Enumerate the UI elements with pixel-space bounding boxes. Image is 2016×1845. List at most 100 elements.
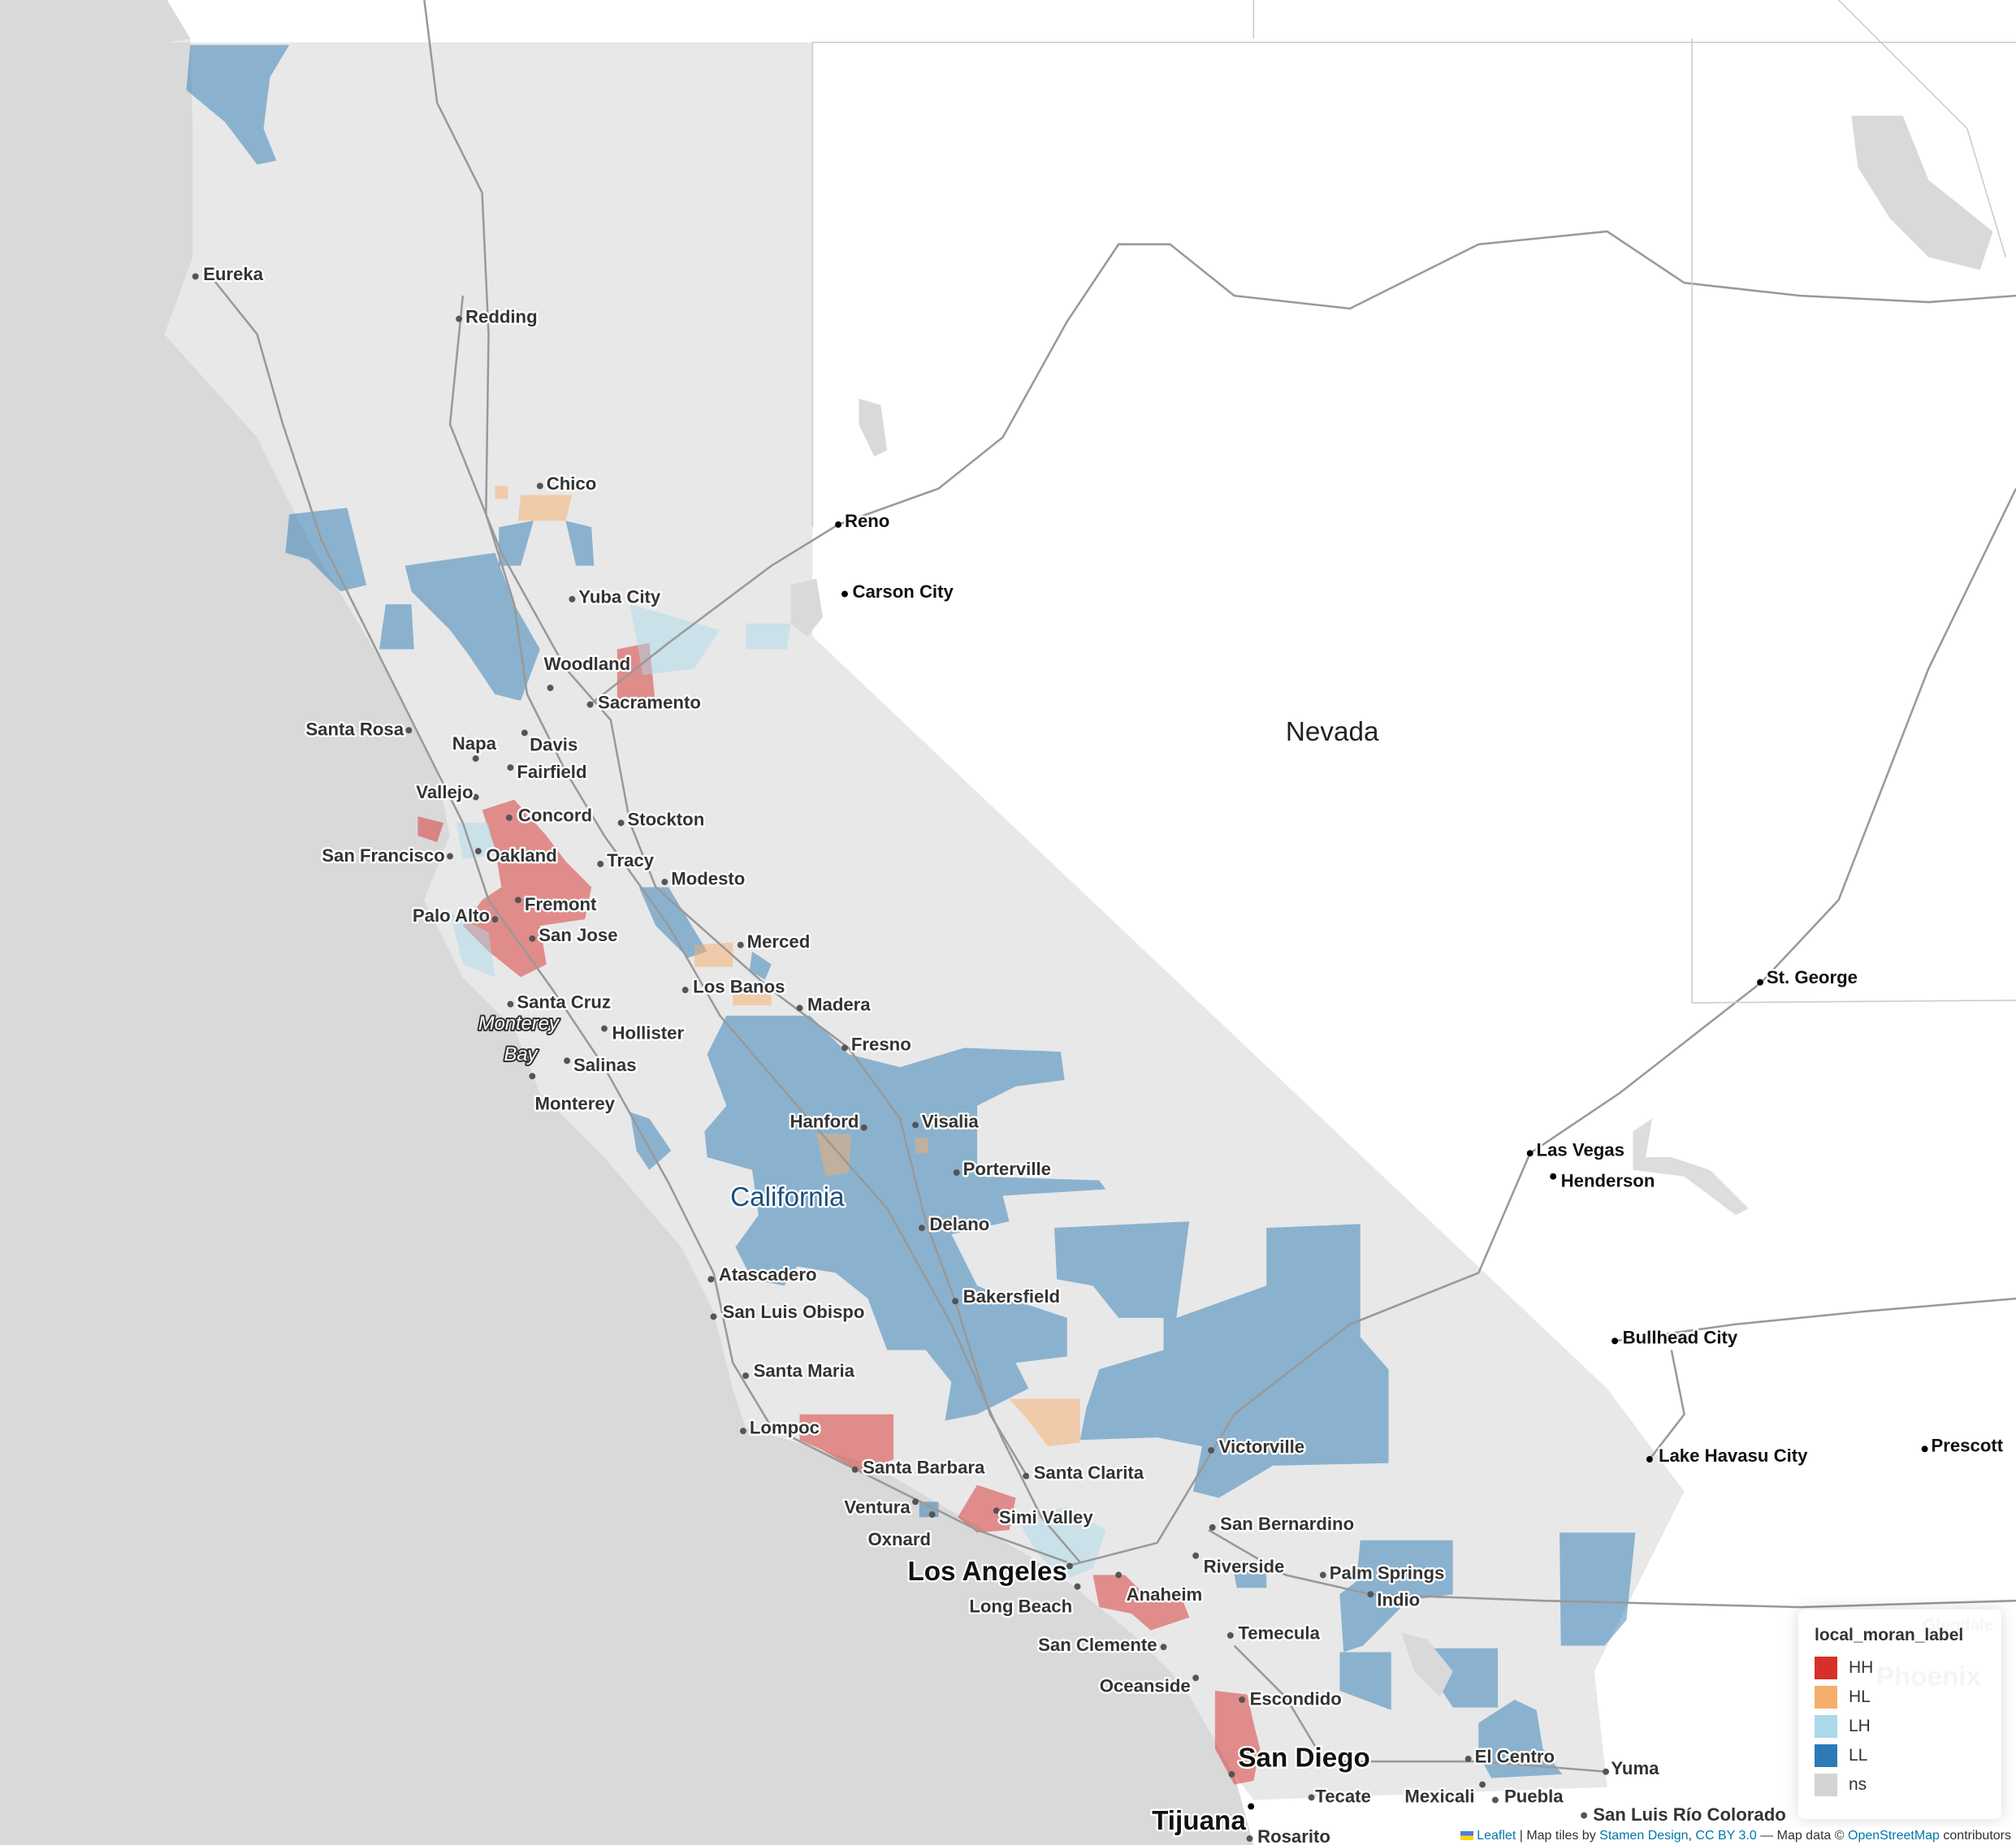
legend-label: HH	[1849, 1658, 1874, 1677]
city-san-bernardino: San Bernardino	[1209, 1512, 1356, 1536]
city-dot-icon	[601, 1025, 608, 1032]
region-lh[interactable]	[450, 913, 495, 978]
region-hh[interactable]	[958, 1484, 1016, 1533]
city-salinas: Salinas	[564, 1052, 638, 1077]
region-hl[interactable]	[816, 1134, 851, 1177]
license-link[interactable]: CC BY 3.0	[1695, 1829, 1757, 1843]
city-label: Fremont	[525, 894, 597, 914]
region-hl[interactable]	[694, 942, 733, 967]
region-hh[interactable]	[462, 799, 592, 978]
city-ventura: Ventura	[842, 1495, 919, 1519]
city-bullhead-city: Bullhead City	[1612, 1325, 1740, 1350]
region-ll[interactable]	[749, 951, 772, 980]
leaflet-link[interactable]: Leaflet	[1477, 1829, 1516, 1843]
city-label: San Luis Obispo	[723, 1302, 865, 1322]
city-dot-icon	[529, 935, 536, 942]
city-san-francisco: San Francisco	[320, 843, 453, 867]
city-dot-icon	[472, 793, 479, 801]
city-label: Las Vegas	[1537, 1139, 1624, 1160]
region-ll[interactable]	[1339, 1652, 1391, 1710]
city-label: Bullhead City	[1623, 1328, 1738, 1348]
region-hh[interactable]	[799, 1414, 894, 1472]
city-label: Yuma	[1611, 1758, 1659, 1778]
region-ll[interactable]	[379, 604, 414, 650]
attribution-text: contributors	[1939, 1829, 2011, 1843]
city-label: Puebla	[1504, 1787, 1564, 1807]
city-rosarito: Rosarito	[1246, 1824, 1332, 1845]
region-lh[interactable]	[629, 604, 720, 676]
city-tijuana: Tijuana	[1150, 1803, 1255, 1838]
water-label-bay: Bay	[504, 1044, 539, 1065]
city-sacramento: Sacramento	[586, 690, 703, 715]
city-eureka: Eureka	[192, 262, 266, 287]
choropleth-layer	[186, 45, 1636, 1785]
city-simi-valley: Simi Valley	[993, 1506, 1096, 1530]
region-hh[interactable]	[417, 816, 444, 843]
city-label: Woodland	[544, 654, 631, 674]
city-fremont: Fremont	[514, 892, 599, 916]
region-hl[interactable]	[517, 495, 573, 521]
lake-tahoe	[790, 578, 824, 637]
osm-link[interactable]: OpenStreetMap	[1848, 1829, 1940, 1843]
city-hollister: Hollister	[601, 1021, 686, 1045]
city-dot-icon	[1581, 1812, 1588, 1819]
city-label: Tecate	[1315, 1787, 1371, 1807]
lake-mead	[1633, 1118, 1749, 1216]
city-dot-icon	[474, 848, 482, 855]
city-anaheim: Anaheim	[1115, 1571, 1205, 1607]
city-label: Napa	[452, 733, 497, 754]
city-san-clemente: San Clemente	[1036, 1633, 1167, 1657]
region-ll[interactable]	[404, 552, 540, 701]
region-ll[interactable]	[1478, 1700, 1563, 1778]
region-ll[interactable]	[565, 521, 595, 566]
city-dot-icon	[1226, 1631, 1234, 1639]
city-dot-icon	[405, 727, 413, 734]
city-los-angeles: Los Angeles	[906, 1554, 1073, 1588]
stamen-link[interactable]: Stamen Design	[1599, 1829, 1689, 1843]
legend-title: local_moran_label	[1815, 1626, 1964, 1644]
city-bakersfield: Bakersfield	[952, 1284, 1062, 1308]
region-hl[interactable]	[1009, 1398, 1080, 1447]
region-ll[interactable]	[186, 45, 290, 165]
lakes	[790, 115, 1993, 1697]
city-lompoc: Lompoc	[739, 1415, 821, 1440]
region-ll[interactable]	[704, 1015, 1106, 1421]
city-fairfield: Fairfield	[507, 760, 589, 784]
region-hl[interactable]	[733, 983, 772, 1006]
region-hh[interactable]	[1092, 1575, 1190, 1631]
city-dot-icon	[918, 1225, 925, 1231]
region-ll[interactable]	[1560, 1532, 1636, 1646]
city-dot-icon	[1160, 1644, 1167, 1651]
city-dot-icon	[661, 879, 668, 886]
city-san-luis-r-o-colorado: San Luis Río Colorado	[1581, 1803, 1788, 1826]
region-hh[interactable]	[1214, 1691, 1261, 1785]
city-indio: Indio	[1367, 1588, 1422, 1612]
city-label: Modesto	[671, 868, 745, 888]
roads	[205, 0, 2016, 1774]
region-ll[interactable]	[499, 521, 534, 566]
city-tracy: Tracy	[597, 849, 656, 873]
city-label: San Jose	[539, 925, 617, 945]
city-dot-icon	[953, 1169, 960, 1176]
city-label: Los Angeles	[907, 1557, 1066, 1587]
legend-item-ns: ns	[1815, 1770, 1985, 1800]
region-hl[interactable]	[495, 486, 508, 499]
region-lh[interactable]	[746, 623, 791, 650]
city-label: Chico	[547, 473, 597, 494]
region-ll[interactable]	[629, 1112, 672, 1170]
city-dot-icon	[742, 1372, 750, 1380]
city-dot-icon	[1491, 1796, 1499, 1804]
city-dot-icon	[456, 315, 463, 322]
city-label: Henderson	[1561, 1170, 1655, 1190]
attribution: Leaflet | Map tiles by Stamen Design, CC…	[1455, 1827, 2016, 1845]
region-hl[interactable]	[915, 1138, 928, 1154]
city-victorville: Victorville	[1208, 1435, 1306, 1458]
city-label: San Francisco	[322, 845, 444, 866]
city-dot-icon	[928, 1511, 936, 1519]
region-ll[interactable]	[1053, 1221, 1389, 1498]
region-ll[interactable]	[1231, 1562, 1267, 1588]
region-ll[interactable]	[638, 887, 707, 958]
city-label: Anaheim	[1127, 1584, 1203, 1605]
